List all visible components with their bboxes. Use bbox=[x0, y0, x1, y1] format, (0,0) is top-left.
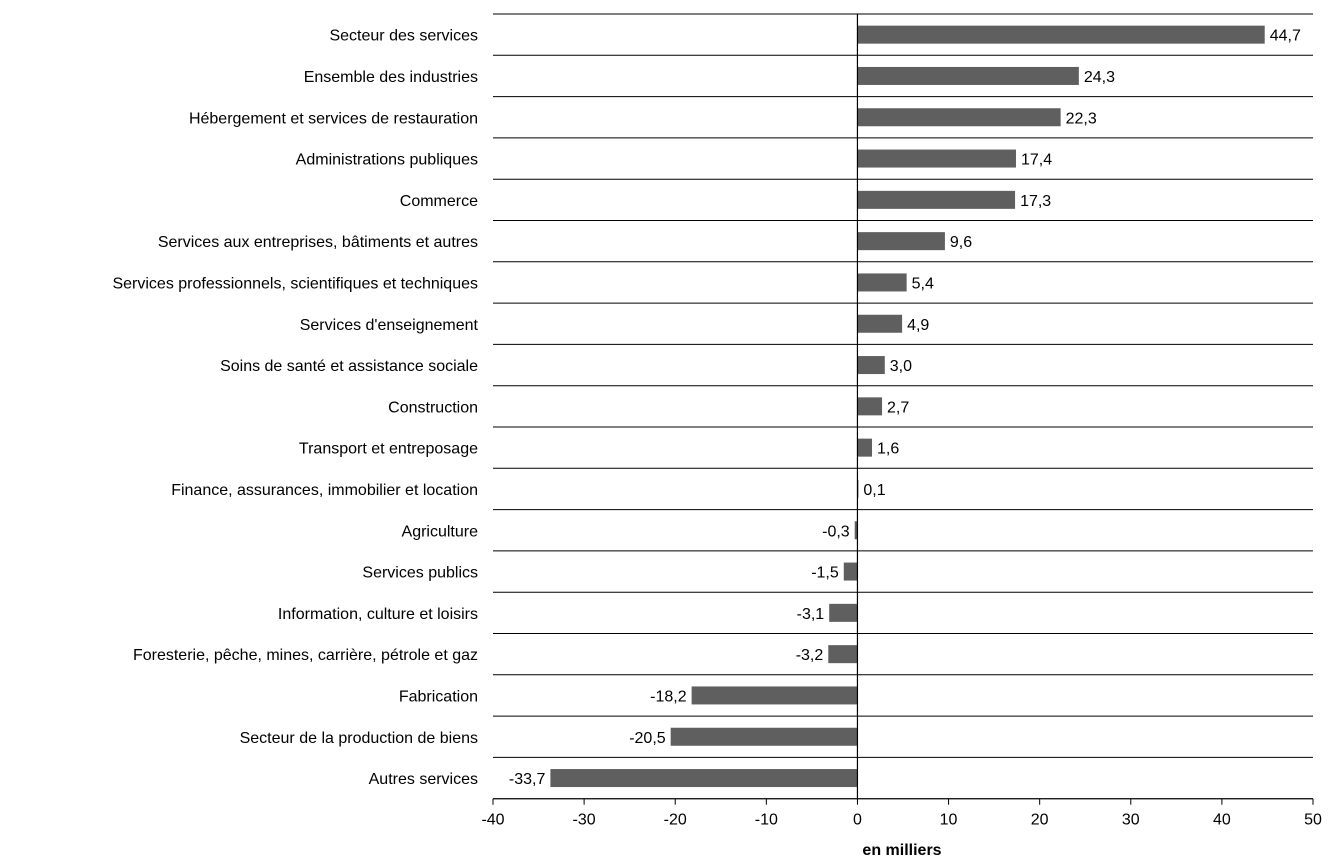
bar bbox=[829, 603, 858, 622]
category-label: Commerce bbox=[400, 193, 478, 210]
bar bbox=[857, 314, 903, 333]
category-label: Foresterie, pêche, mines, carrière, pétr… bbox=[133, 647, 478, 664]
category-label: Services publics bbox=[362, 565, 478, 582]
value-label: -0,3 bbox=[822, 523, 850, 540]
bar bbox=[857, 232, 945, 251]
category-labels: Secteur des services Ensemble des industr… bbox=[112, 28, 478, 788]
value-label: 9,6 bbox=[950, 234, 972, 251]
bar bbox=[670, 727, 858, 746]
x-tick-label: -40 bbox=[481, 812, 504, 829]
bar bbox=[857, 273, 907, 292]
category-label: Agriculture bbox=[402, 523, 479, 540]
category-label: Fabrication bbox=[399, 688, 478, 705]
bar bbox=[854, 521, 858, 540]
bar bbox=[857, 397, 883, 416]
category-label: Finance, assurances, immobilier et locat… bbox=[171, 482, 478, 499]
value-label: 17,4 bbox=[1021, 152, 1052, 169]
value-label: 1,6 bbox=[877, 441, 899, 458]
x-tick-label: 10 bbox=[940, 812, 958, 829]
x-axis-title: en milliers bbox=[862, 842, 941, 858]
bar bbox=[857, 356, 885, 375]
x-tick-label: -20 bbox=[664, 812, 687, 829]
category-label: Secteur des services bbox=[329, 28, 478, 45]
bars bbox=[550, 25, 1265, 788]
category-label: Hébergement et services de restauration bbox=[189, 110, 478, 127]
bar bbox=[857, 66, 1079, 85]
value-label: 17,3 bbox=[1020, 193, 1051, 210]
value-label: 4,9 bbox=[907, 317, 929, 334]
value-label: -1,5 bbox=[811, 565, 839, 582]
value-label: -3,1 bbox=[797, 606, 825, 623]
x-axis: -40 -30 -20 -10 0 10 20 30 40 50 bbox=[481, 14, 1322, 829]
bar bbox=[857, 25, 1265, 44]
value-label: 3,0 bbox=[890, 358, 912, 375]
x-tick-label: 30 bbox=[1122, 812, 1140, 829]
category-label: Information, culture et loisirs bbox=[278, 606, 478, 623]
category-label: Transport et entreposage bbox=[299, 441, 478, 458]
bar bbox=[857, 438, 873, 457]
bar bbox=[550, 769, 858, 788]
bar bbox=[843, 562, 858, 581]
category-label: Services aux entreprises, bâtiments et a… bbox=[158, 234, 478, 251]
category-label: Secteur de la production de biens bbox=[240, 730, 478, 747]
value-labels: 44,7 24,3 22,3 17,4 17,3 9,6 5,4 4,9 3,0 2,7 1,6 0,… bbox=[509, 28, 1301, 788]
x-tick-label: 0 bbox=[853, 812, 862, 829]
value-label: 0,1 bbox=[863, 482, 885, 499]
grid-lines bbox=[493, 13, 1313, 800]
value-label: -3,2 bbox=[796, 647, 824, 664]
value-label: 2,7 bbox=[887, 399, 909, 416]
category-label: Construction bbox=[388, 399, 478, 416]
value-label: -20,5 bbox=[629, 730, 666, 747]
bar bbox=[828, 645, 858, 664]
x-tick-label: 20 bbox=[1031, 812, 1049, 829]
x-tick-label: -30 bbox=[573, 812, 596, 829]
category-label: Autres services bbox=[369, 771, 478, 788]
category-label: Ensemble des industries bbox=[304, 69, 478, 86]
value-label: 24,3 bbox=[1084, 69, 1115, 86]
x-tick-label: -10 bbox=[755, 812, 778, 829]
value-label: 44,7 bbox=[1270, 28, 1301, 45]
value-label: 22,3 bbox=[1066, 110, 1097, 127]
category-label: Services professionnels, scientifiques e… bbox=[112, 275, 478, 292]
category-label: Administrations publiques bbox=[296, 152, 478, 169]
category-label: Soins de santé et assistance sociale bbox=[220, 358, 478, 375]
x-tick-label: 40 bbox=[1213, 812, 1231, 829]
x-tick-label: 50 bbox=[1304, 812, 1322, 829]
category-label: Services d'enseignement bbox=[300, 317, 479, 334]
value-label: 5,4 bbox=[912, 275, 934, 292]
value-label: -33,7 bbox=[509, 771, 546, 788]
value-label: -18,2 bbox=[650, 688, 687, 705]
bar bbox=[857, 108, 1061, 127]
bar bbox=[691, 686, 858, 705]
bar bbox=[857, 190, 1016, 209]
bar bbox=[857, 149, 1016, 168]
